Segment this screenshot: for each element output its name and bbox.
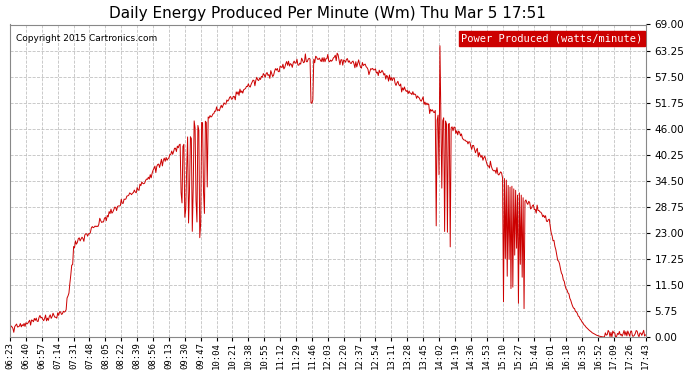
Title: Daily Energy Produced Per Minute (Wm) Thu Mar 5 17:51: Daily Energy Produced Per Minute (Wm) Th…	[109, 6, 546, 21]
Text: Power Produced (watts/minute): Power Produced (watts/minute)	[461, 34, 642, 44]
Text: Copyright 2015 Cartronics.com: Copyright 2015 Cartronics.com	[17, 34, 157, 43]
